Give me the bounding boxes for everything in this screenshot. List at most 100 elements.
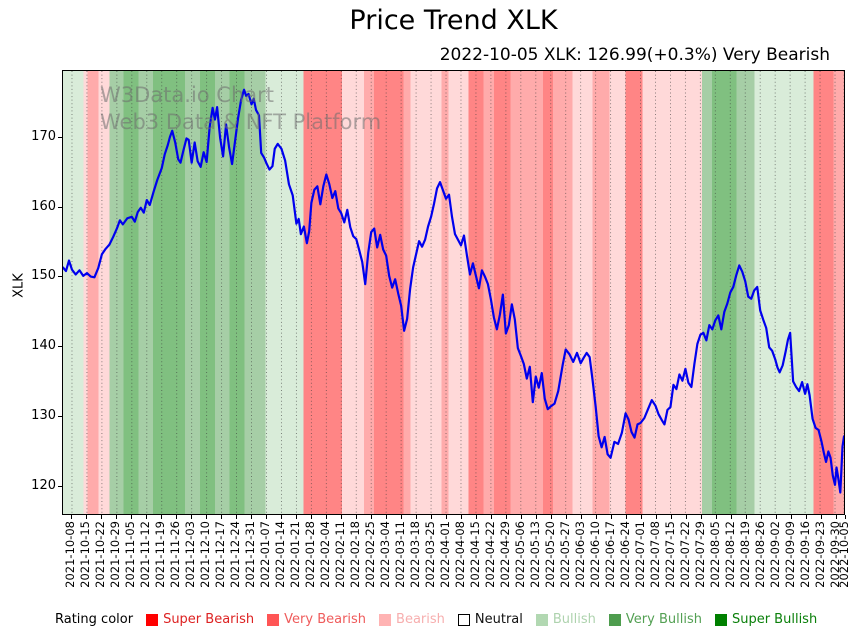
x-tick-mark [86,515,87,519]
rating-band [244,71,266,514]
x-tick-mark [341,515,342,519]
x-tick-label: 2021-11-26 [168,521,182,588]
y-tick-mark [58,276,62,278]
x-tick-label: 2022-06-24 [618,521,632,588]
legend-swatch-icon [714,613,727,626]
plot-area [62,70,845,515]
x-tick-label: 2022-09-16 [798,521,812,588]
x-tick-mark [701,515,702,519]
legend-swatch-icon [146,613,159,626]
x-tick-label: 2022-07-22 [678,521,692,588]
x-tick-mark [161,515,162,519]
x-tick-label: 2022-07-29 [693,521,707,588]
legend-title: Rating color [55,612,134,627]
x-tick-label: 2022-02-18 [348,521,362,588]
x-tick-mark [791,515,792,519]
x-tick-label: 2022-04-15 [468,521,482,588]
rating-band [754,71,814,514]
x-tick-label: 2021-10-22 [93,521,107,588]
x-tick-mark [281,515,282,519]
legend-swatch-icon [457,613,470,626]
x-tick-label: 2022-08-19 [738,521,752,588]
x-tick-mark [845,515,846,519]
x-tick-mark [506,515,507,519]
chart-subtitle: 2022-10-05 XLK: 126.99(+0.3%) Very Beari… [439,45,830,65]
x-tick-label: 2021-12-24 [228,521,242,588]
x-tick-label: 2021-10-15 [78,521,92,588]
rating-band [468,71,484,514]
rating-band [552,71,573,514]
rating-band [625,71,643,514]
y-tick-label: 140 [31,338,56,354]
x-tick-mark [821,515,822,519]
x-tick-label: 2022-06-17 [603,521,617,588]
y-tick-mark [58,415,62,417]
rating-band [542,71,553,514]
legend-swatch-icon [379,613,392,626]
x-tick-label: 2022-04-29 [498,521,512,588]
x-tick-label: 2022-05-06 [513,521,527,588]
rating-band [363,71,374,514]
rating-band [214,71,230,514]
x-tick-label: 2022-04-22 [483,521,497,588]
rating-band [642,71,703,514]
x-tick-label: 2022-03-25 [423,521,437,588]
x-tick-label: 2021-12-10 [198,521,212,588]
x-tick-label: 2021-12-17 [213,521,227,588]
x-tick-mark [221,515,222,519]
x-tick-mark [716,515,717,519]
x-tick-mark [746,515,747,519]
rating-band [303,71,343,514]
x-tick-mark [446,515,447,519]
x-tick-label: 2022-05-20 [543,521,557,588]
x-tick-label: 2022-06-10 [588,521,602,588]
y-tick-mark [58,206,62,208]
x-tick-mark [131,515,132,519]
legend-item-label: Very Bullish [625,612,702,627]
x-tick-label: 2022-03-11 [393,521,407,588]
x-tick-mark [191,515,192,519]
x-tick-mark [731,515,732,519]
x-tick-label: 2022-08-05 [708,521,722,588]
x-tick-label: 2022-05-27 [558,521,572,588]
rating-band [265,71,304,514]
x-tick-mark [581,515,582,519]
x-tick-label: 2021-10-08 [63,521,77,588]
y-tick-label: 170 [31,128,56,144]
x-tick-mark [251,515,252,519]
rating-band [702,71,712,514]
x-tick-mark [416,515,417,519]
legend-item-super-bearish: Super Bearish [146,612,254,627]
legend-item-super-bullish: Super Bullish [714,612,818,627]
x-tick-mark [386,515,387,519]
x-tick-mark [476,515,477,519]
legend-item-neutral: Neutral [457,612,523,627]
x-tick-label: 2022-02-11 [333,521,347,588]
x-tick-mark [401,515,402,519]
legend-item-label: Super Bullish [731,612,818,627]
x-tick-mark [461,515,462,519]
legend-swatch-icon [535,613,548,626]
x-tick-mark [176,515,177,519]
x-tick-label: 2021-11-19 [153,521,167,588]
x-tick-mark [116,515,117,519]
rating-band [87,71,99,514]
rating-band [403,71,411,514]
x-tick-mark [686,515,687,519]
x-tick-label: 2021-12-03 [183,521,197,588]
x-tick-mark [356,515,357,519]
x-tick-label: 2022-03-04 [378,521,392,588]
y-tick-label: 130 [31,407,56,423]
y-tick-mark [58,136,62,138]
y-tick-mark [58,346,62,348]
x-tick-mark [761,515,762,519]
rating-band [98,71,110,514]
x-tick-label: 2022-01-28 [303,521,317,588]
x-tick-mark [236,515,237,519]
rating-band [448,71,469,514]
rating-band [229,71,245,514]
rating-band [63,71,84,514]
rating-band [711,71,737,514]
x-tick-label: 2021-10-29 [108,521,122,588]
x-tick-mark [836,515,837,519]
